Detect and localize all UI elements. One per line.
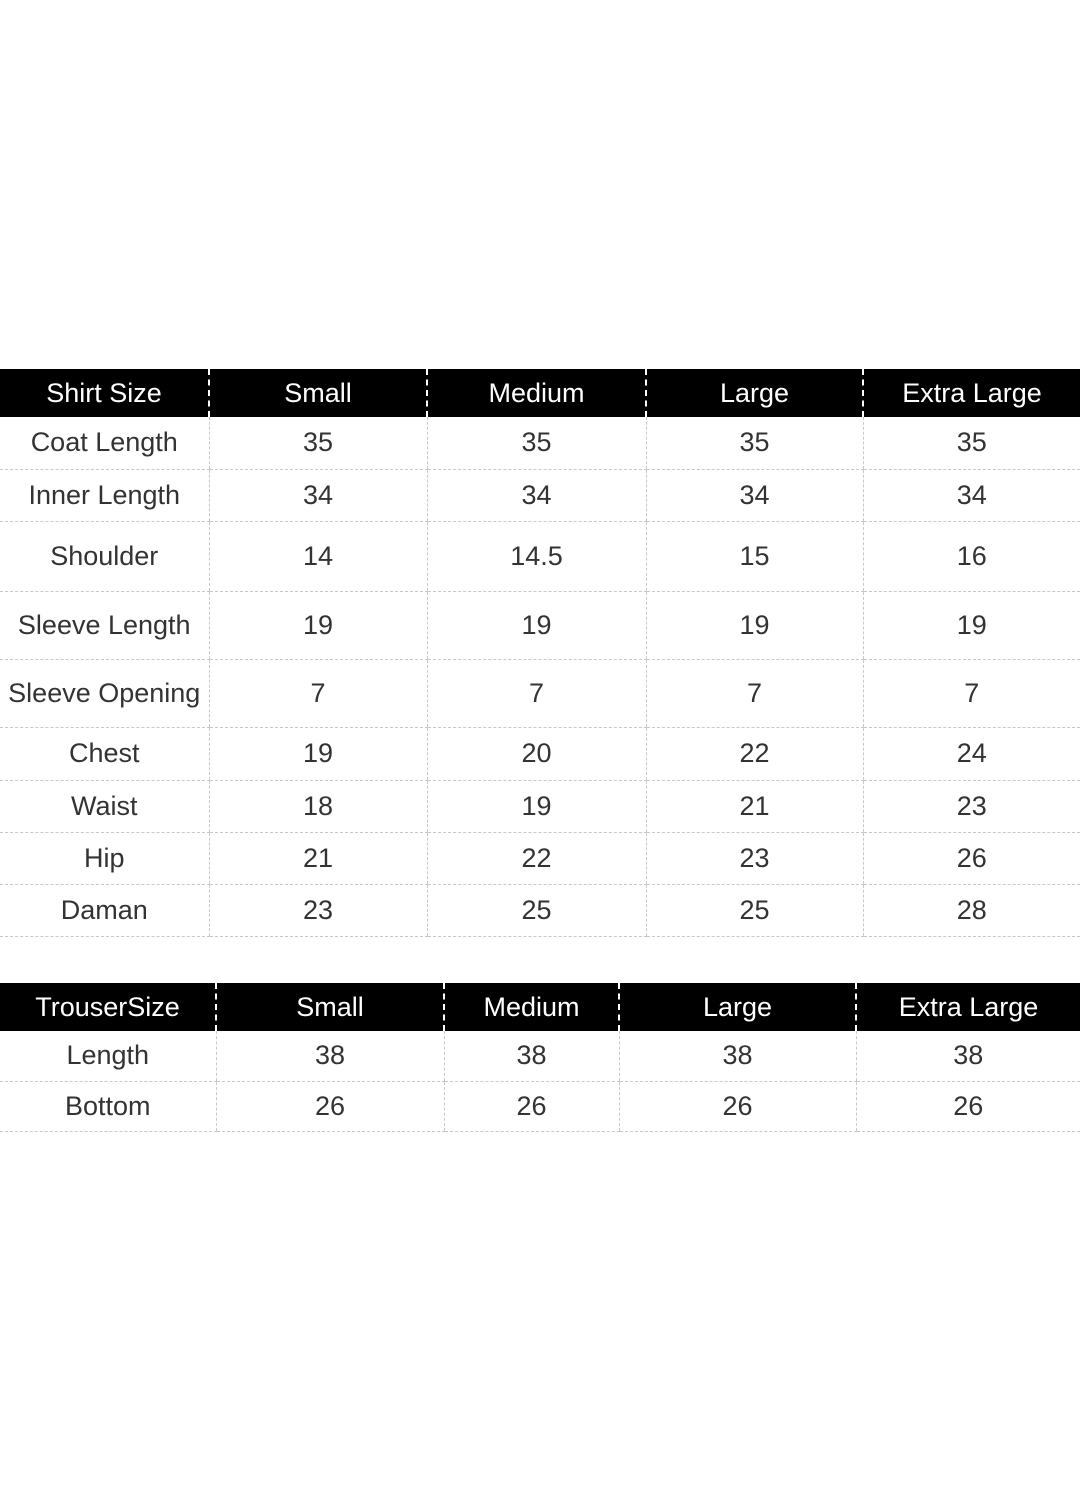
table-row: Shoulder 14 14.5 15 16 (0, 521, 1080, 592)
trouser-header-row: TrouserSize Small Medium Large Extra Large (0, 983, 1080, 1031)
cell-value: 19 (862, 591, 1080, 660)
cell-value: 35 (862, 417, 1080, 470)
row-label: Shoulder (0, 521, 209, 592)
cell-value: 38 (618, 1031, 856, 1082)
table-row: Daman 23 25 25 28 (0, 884, 1080, 937)
table-row: Length 38 38 38 38 (0, 1031, 1080, 1082)
cell-value: 7 (208, 659, 427, 728)
cell-value: 28 (862, 884, 1080, 937)
cell-value: 26 (443, 1081, 619, 1132)
row-label: Inner Length (0, 469, 209, 522)
column-header: TrouserSize (0, 983, 216, 1031)
cell-value: 16 (862, 521, 1080, 592)
row-label: Sleeve Length (0, 591, 209, 660)
shirt-size-table: Shirt Size Small Medium Large Extra Large Co… (0, 369, 1080, 937)
cell-value: 14 (208, 521, 427, 592)
cell-value: 21 (645, 780, 863, 833)
cell-value: 23 (208, 884, 427, 937)
column-header: Small (208, 369, 427, 417)
table-row: Inner Length 34 34 34 34 (0, 469, 1080, 522)
cell-value: 38 (855, 1031, 1080, 1082)
column-header: Medium (443, 983, 619, 1031)
cell-value: 35 (645, 417, 863, 470)
cell-value: 24 (862, 727, 1080, 781)
cell-value: 18 (208, 780, 427, 833)
cell-value: 20 (426, 727, 646, 781)
column-header: Large (618, 983, 856, 1031)
cell-value: 14.5 (426, 521, 646, 592)
table-row: Sleeve Length 19 19 19 19 (0, 591, 1080, 660)
column-header: Medium (426, 369, 646, 417)
row-label: Daman (0, 884, 209, 937)
column-header: Small (215, 983, 444, 1031)
cell-value: 7 (862, 659, 1080, 728)
cell-value: 21 (208, 832, 427, 885)
table-row: Coat Length 35 35 35 35 (0, 417, 1080, 470)
cell-value: 34 (208, 469, 427, 522)
row-label: Waist (0, 780, 209, 833)
row-label: Chest (0, 727, 209, 781)
cell-value: 22 (426, 832, 646, 885)
table-row: Waist 18 19 21 23 (0, 780, 1080, 833)
row-label: Coat Length (0, 417, 209, 470)
cell-value: 38 (443, 1031, 619, 1082)
cell-value: 34 (426, 469, 646, 522)
cell-value: 22 (645, 727, 863, 781)
column-header: Shirt Size (0, 369, 209, 417)
cell-value: 34 (645, 469, 863, 522)
table-row: Sleeve Opening 7 7 7 7 (0, 659, 1080, 728)
trouser-size-table: TrouserSize Small Medium Large Extra Large L… (0, 983, 1080, 1132)
cell-value: 23 (645, 832, 863, 885)
cell-value: 35 (426, 417, 646, 470)
column-header: Large (645, 369, 863, 417)
cell-value: 26 (855, 1081, 1080, 1132)
cell-value: 19 (208, 727, 427, 781)
row-label: Sleeve Opening (0, 659, 209, 728)
cell-value: 19 (426, 780, 646, 833)
cell-value: 34 (862, 469, 1080, 522)
cell-value: 19 (645, 591, 863, 660)
row-label: Hip (0, 832, 209, 885)
table-row: Chest 19 20 22 24 (0, 727, 1080, 781)
cell-value: 7 (645, 659, 863, 728)
cell-value: 26 (618, 1081, 856, 1132)
cell-value: 19 (208, 591, 427, 660)
cell-value: 25 (645, 884, 863, 937)
column-header: Extra Large (855, 983, 1080, 1031)
shirt-header-row: Shirt Size Small Medium Large Extra Large (0, 369, 1080, 417)
cell-value: 23 (862, 780, 1080, 833)
table-row: Bottom 26 26 26 26 (0, 1081, 1080, 1132)
cell-value: 26 (862, 832, 1080, 885)
row-label: Bottom (0, 1081, 216, 1132)
cell-value: 25 (426, 884, 646, 937)
row-label: Length (0, 1031, 216, 1082)
column-header: Extra Large (862, 369, 1080, 417)
cell-value: 19 (426, 591, 646, 660)
cell-value: 15 (645, 521, 863, 592)
cell-value: 7 (426, 659, 646, 728)
cell-value: 35 (208, 417, 427, 470)
cell-value: 26 (215, 1081, 444, 1132)
cell-value: 38 (215, 1031, 444, 1082)
table-row: Hip 21 22 23 26 (0, 832, 1080, 885)
